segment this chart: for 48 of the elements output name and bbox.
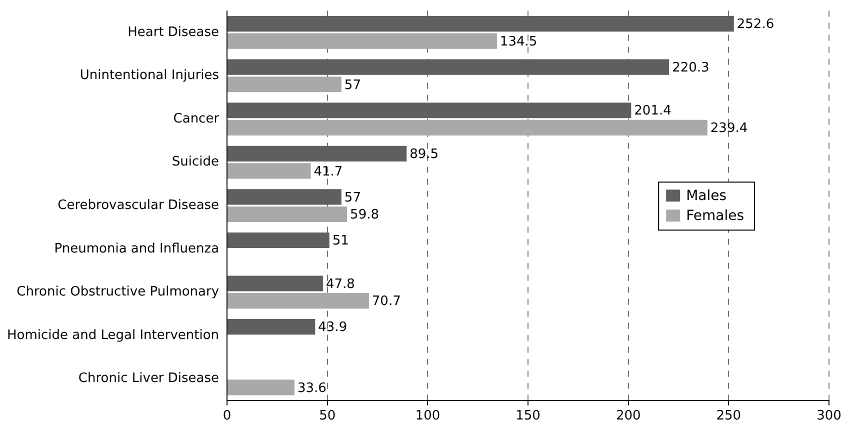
y-tick-label: Heart Disease <box>128 24 220 40</box>
y-tick-label: Pneumonia and Influenza <box>54 241 220 256</box>
data-label: 239.4 <box>710 121 748 136</box>
y-tick-label: Suicide <box>172 154 220 170</box>
legend-label: Females <box>686 208 744 224</box>
data-label: 57 <box>344 190 361 206</box>
data-label: 43.9 <box>318 320 348 336</box>
bar <box>228 319 316 335</box>
bar <box>228 380 294 396</box>
data-label: 59.8 <box>350 208 379 223</box>
data-label: 47.8 <box>326 276 355 292</box>
bar <box>228 206 348 222</box>
y-tick-label: Homicide and Legal Intervention <box>6 328 220 343</box>
x-tick-label: 300 <box>816 408 842 424</box>
bar <box>228 120 708 136</box>
x-tick-label: 0 <box>222 408 232 424</box>
data-label: 70.7 <box>372 294 401 310</box>
x-tick-label: 250 <box>716 408 742 424</box>
data-label: 220.3 <box>672 60 710 76</box>
y-tick-label: Chronic Liver Disease <box>78 371 220 386</box>
bar <box>228 102 632 118</box>
x-tick-label: 100 <box>415 408 440 424</box>
legend-label: Males <box>686 188 727 204</box>
bar <box>228 59 670 75</box>
data-label: 51 <box>332 234 349 249</box>
x-tick-label: 50 <box>319 408 336 424</box>
bar <box>228 76 342 92</box>
data-label: 57 <box>344 78 361 93</box>
data-label: 134.5 <box>500 34 538 50</box>
y-tick-label: Cerebrovascular Disease <box>58 198 220 213</box>
bar <box>228 276 323 292</box>
bar <box>228 293 369 309</box>
data-label: 41.7 <box>314 164 343 180</box>
y-tick-label: Unintentional Injuries <box>80 68 220 84</box>
bar <box>228 232 330 248</box>
bar <box>228 163 311 179</box>
data-label: 33.6 <box>297 380 326 396</box>
bar <box>228 16 734 32</box>
x-tick-label: 200 <box>616 408 641 424</box>
x-tick-label: 150 <box>516 408 540 424</box>
y-tick-label: Chronic Obstructive Pulmonary <box>16 284 220 300</box>
data-label: 252.6 <box>736 17 774 32</box>
data-label: 201.4 <box>634 104 672 119</box>
bar <box>228 189 342 205</box>
data-label: 89.5 <box>410 147 439 162</box>
y-tick-label: Cancer <box>173 111 220 126</box>
bar <box>228 146 407 162</box>
bar <box>228 33 497 49</box>
